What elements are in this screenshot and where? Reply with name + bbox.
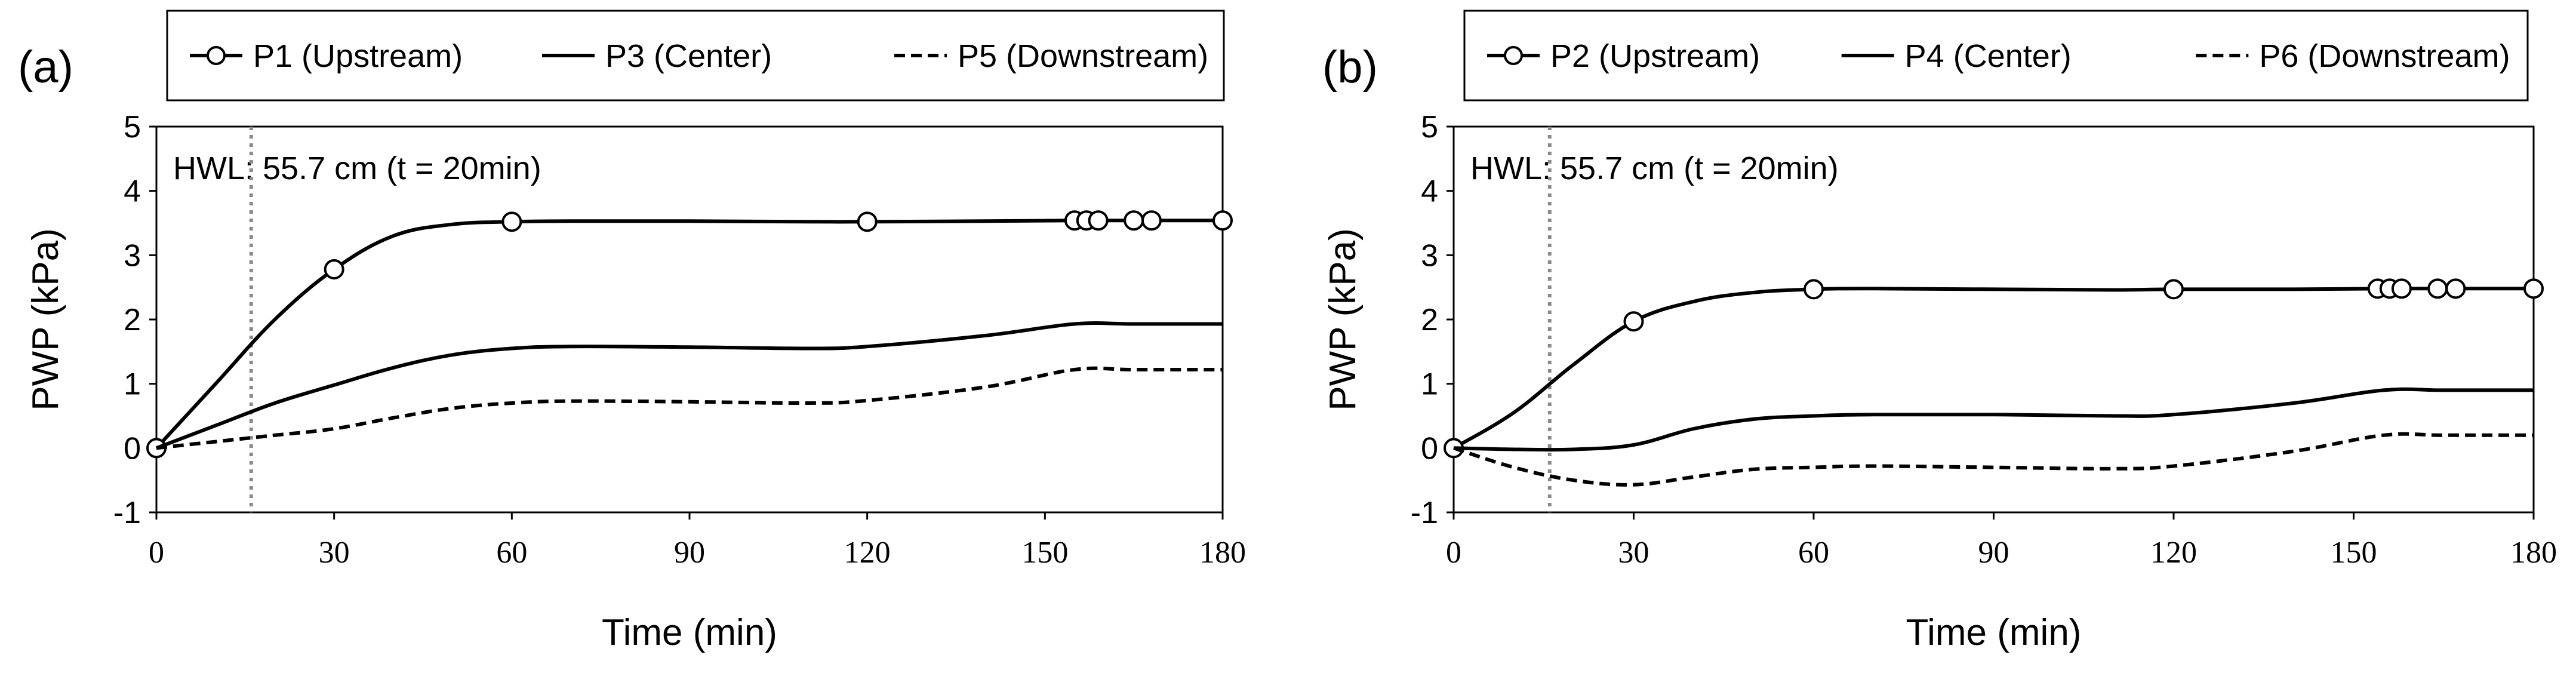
x-tick-label: 120 [844,536,891,570]
y-tick-label: -1 [113,496,141,530]
x-tick-label: 120 [2150,536,2197,570]
legend-label-1: P2 (Upstream) [1550,38,1760,74]
data-point [324,259,344,280]
legend-marker [207,46,226,65]
legend-label-1: P1 (Upstream) [253,38,463,74]
data-point [1803,279,1824,300]
x-tick-label: 30 [319,536,350,570]
series-line-2 [1453,387,2534,452]
y-tick-label: 3 [1421,238,1438,273]
legend-label-3: P5 (Downstream) [958,38,1208,74]
x-tick-label: 150 [1021,536,1068,570]
data-point [1141,210,1162,231]
y-tick-label: 0 [1421,431,1438,466]
y-tick-label: 2 [1421,303,1438,337]
y-tick-label: 4 [1421,174,1438,209]
y-tick-label: -1 [1411,496,1438,530]
y-axis-label: PWP (kPa) [25,228,66,410]
panel-label: (b) [1322,42,1378,93]
x-tick-label: 30 [1618,536,1649,570]
x-tick-label: 180 [1199,536,1246,570]
x-tick-label: 90 [674,536,705,570]
legend-label-3: P6 (Downstream) [2259,38,2510,74]
legend-marker [1504,46,1523,65]
series-line-1 [155,219,1223,450]
data-point [2523,278,2544,299]
series-line-3 [156,366,1223,450]
x-axis-label: Time (min) [602,612,777,653]
y-tick-label: 3 [124,238,141,273]
y-tick-label: 5 [124,110,141,145]
legend-box [1463,10,2529,102]
y-tick-label: 1 [124,367,141,402]
x-tick-label: 180 [2510,536,2557,570]
x-tick-label: 0 [149,536,164,570]
y-tick-label: 2 [124,303,141,337]
data-point [1088,210,1109,231]
y-tick-label: 5 [1421,110,1438,145]
data-point [857,211,878,232]
y-tick-label: 1 [1421,367,1438,402]
data-point [2163,279,2184,300]
series-line-1 [1452,287,2534,450]
series-line-2 [155,321,1223,450]
legend-label-2: P4 (Center) [1905,38,2072,74]
x-tick-label: 60 [1798,536,1829,570]
legend-box [166,10,1225,102]
chart-panel-b: (b) P2 (Upstream) P4 (Center) P6 (Downstrea… [1322,10,2557,653]
panel-label: (a) [18,42,73,93]
y-tick-label: 4 [124,174,141,209]
data-point [1623,311,1644,332]
hwl-annotation: HWL: 55.7 cm (t = 20min) [1470,150,1839,186]
x-tick-label: 0 [1446,536,1461,570]
x-tick-label: 90 [1978,536,2009,570]
y-tick-label: 0 [124,431,141,466]
data-point [1124,210,1144,231]
chart-panel-a: (a) P1 (Upstream) P3 (Center) P5 (Downstrea… [18,10,1246,653]
y-axis-label: PWP (kPa) [1322,228,1364,410]
data-point [2427,278,2448,299]
legend-label-2: P3 (Center) [605,38,772,74]
x-tick-label: 60 [496,536,527,570]
x-tick-label: 150 [2331,536,2377,570]
x-axis-label: Time (min) [1906,612,2082,653]
data-point [2445,278,2466,299]
data-point [1212,210,1233,231]
hwl-annotation: HWL: 55.7 cm (t = 20min) [173,150,541,186]
data-point [501,211,522,232]
data-point [2391,278,2412,299]
series-line-3 [1453,432,2534,487]
